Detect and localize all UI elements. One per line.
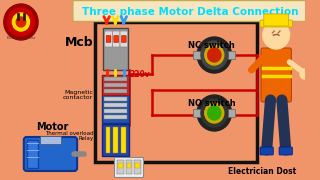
Bar (135, 163, 140, 168)
Bar (95, 22, 257, 162)
Bar (106, 127, 110, 153)
Circle shape (263, 21, 290, 49)
Text: Electrician Dost: Electrician Dost (7, 36, 35, 40)
Text: NO switch: NO switch (188, 98, 235, 107)
Bar (228, 109, 235, 117)
Circle shape (208, 48, 221, 62)
Bar (40, 136, 61, 144)
Circle shape (300, 69, 309, 79)
Bar (104, 89, 127, 93)
Circle shape (201, 99, 228, 127)
Bar (127, 163, 132, 168)
Bar (126, 160, 132, 174)
FancyBboxPatch shape (279, 147, 292, 155)
Text: 220v: 220v (130, 69, 150, 78)
Circle shape (208, 106, 221, 120)
FancyBboxPatch shape (261, 48, 292, 102)
Bar (104, 97, 127, 101)
Circle shape (205, 45, 224, 65)
FancyBboxPatch shape (121, 35, 126, 42)
Bar (103, 28, 128, 70)
Bar (118, 163, 123, 168)
Bar (193, 51, 201, 59)
Circle shape (16, 17, 26, 27)
FancyBboxPatch shape (260, 147, 273, 155)
Bar (134, 160, 141, 174)
FancyBboxPatch shape (120, 31, 128, 47)
Text: NC switch: NC switch (188, 40, 234, 50)
Text: Motor: Motor (36, 122, 68, 132)
Circle shape (4, 4, 38, 40)
Bar (104, 115, 127, 119)
FancyBboxPatch shape (24, 137, 77, 171)
Text: Three phase Motor Delta Connection: Three phase Motor Delta Connection (82, 7, 299, 17)
FancyBboxPatch shape (106, 35, 111, 42)
Bar (121, 127, 126, 153)
Bar (193, 109, 201, 117)
Bar (102, 124, 129, 156)
Text: Electrician Dost: Electrician Dost (228, 168, 296, 177)
Bar (113, 127, 118, 153)
Bar (102, 75, 129, 95)
Text: Magnetic
contactor: Magnetic contactor (63, 90, 93, 100)
Bar (104, 83, 127, 87)
Text: Thermal overload
Relay: Thermal overload Relay (45, 131, 93, 141)
Bar (104, 109, 127, 113)
Bar (102, 75, 129, 123)
Circle shape (201, 41, 228, 69)
Circle shape (197, 37, 231, 73)
Bar (104, 77, 127, 81)
Bar (104, 103, 127, 107)
Circle shape (8, 8, 34, 36)
Bar (117, 160, 124, 174)
FancyBboxPatch shape (260, 20, 292, 27)
Circle shape (12, 13, 29, 31)
Text: Mcb: Mcb (65, 35, 93, 48)
Bar (27, 140, 38, 168)
FancyBboxPatch shape (112, 31, 120, 47)
FancyBboxPatch shape (114, 35, 119, 42)
FancyBboxPatch shape (105, 31, 112, 47)
Circle shape (205, 103, 224, 123)
Bar (228, 51, 235, 59)
Bar (114, 157, 143, 177)
FancyBboxPatch shape (73, 1, 308, 21)
Circle shape (197, 95, 231, 131)
FancyBboxPatch shape (264, 14, 289, 26)
